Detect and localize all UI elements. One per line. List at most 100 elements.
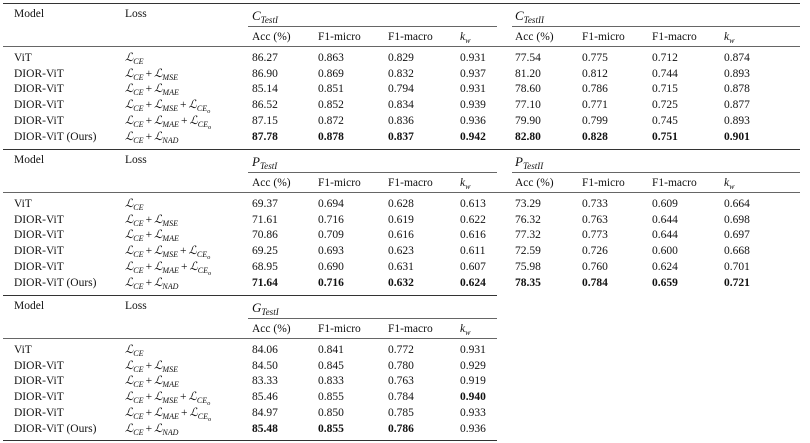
cell: 87.15 <box>252 114 278 128</box>
cell-value: 0.893 <box>724 67 750 80</box>
cell-value: 83.33 <box>252 375 278 388</box>
operator: + <box>145 422 153 435</box>
cell-value: 0.616 <box>388 229 414 242</box>
cell: 85.48 <box>252 422 278 436</box>
rule <box>3 149 800 150</box>
cell: 0.863 <box>318 51 344 65</box>
loss-term-sub: CE <box>133 380 143 389</box>
loss-term: ℒ <box>125 99 134 112</box>
rule <box>3 3 800 4</box>
column-header: kw <box>724 176 734 191</box>
cell-value: 75.98 <box>515 260 541 273</box>
cell-value: 0.893 <box>724 114 750 127</box>
cell: 0.852 <box>318 98 344 112</box>
cell: 0.624 <box>652 260 678 274</box>
loss-term-sub: MSE <box>162 365 178 374</box>
column-header: F1-micro <box>318 31 361 43</box>
loss-term-sub-text: CE <box>133 119 144 129</box>
cell: 86.27 <box>252 51 278 65</box>
cell-value: 71.64 <box>252 276 278 289</box>
loss-term-sub: CE <box>133 104 143 113</box>
loss: ℒCE + ℒMAE <box>125 374 179 389</box>
model-text: DIOR-ViT <box>14 114 64 127</box>
column-header-sub-text: w <box>465 36 471 45</box>
cell-value: 82.80 <box>515 130 541 143</box>
column-header: F1-micro <box>318 177 361 189</box>
loss-term: ℒ <box>189 406 198 419</box>
loss-term-sub-text: CE <box>196 250 208 260</box>
cell: 0.841 <box>318 343 344 357</box>
cell: 0.851 <box>318 82 344 96</box>
loss-term-sub: MAE <box>162 266 179 275</box>
column-header: F1-macro <box>388 322 433 336</box>
loss-term-sub-text: CE <box>133 218 144 228</box>
cell: 0.833 <box>318 374 344 388</box>
header-text: Model <box>14 154 45 166</box>
cell: 0.786 <box>388 422 414 436</box>
cell-value: 86.27 <box>252 52 278 64</box>
column-header: k <box>460 323 466 335</box>
cell-value: 0.726 <box>582 245 608 258</box>
model-text: DIOR-ViT <box>14 67 64 80</box>
cell: 85.46 <box>252 390 278 404</box>
column-header: Acc (%) <box>252 31 291 43</box>
column-header: F1-micro <box>318 323 361 335</box>
rule <box>3 46 800 47</box>
operator: + <box>145 130 153 143</box>
group-title: CTestII <box>515 9 544 25</box>
cell-value: 0.611 <box>460 245 486 258</box>
cell-value: 0.786 <box>582 83 608 96</box>
cell: 0.933 <box>460 406 486 420</box>
model-text: DIOR-ViT <box>14 229 64 242</box>
model-name: ViT <box>14 51 32 65</box>
loss-term-subsub-text: o <box>207 400 211 408</box>
model-name: DIOR-ViT <box>14 228 64 242</box>
cell: 0.668 <box>724 244 750 258</box>
cell: 0.616 <box>460 228 486 242</box>
cell-value: 0.940 <box>460 391 486 404</box>
cell-value: 0.733 <box>582 198 608 210</box>
model-name: ViT <box>14 343 32 357</box>
model-text: ViT <box>14 198 32 210</box>
cell: 69.37 <box>252 197 278 211</box>
model-text: DIOR-ViT <box>14 213 64 226</box>
column-header: k <box>460 31 466 43</box>
loss-term: ℒ <box>154 406 163 419</box>
cell: 0.940 <box>460 390 486 404</box>
loss-term-sub-text: CE <box>133 349 144 358</box>
rule <box>248 26 497 27</box>
cell-value: 0.931 <box>460 344 486 356</box>
model-text: DIOR-ViT <box>14 99 64 112</box>
group-title: G <box>252 300 262 315</box>
column-header: F1-micro <box>582 177 625 189</box>
loss-term-sub: CE <box>133 88 143 97</box>
rule <box>3 440 497 441</box>
operator: + <box>145 245 153 258</box>
model-text: ViT <box>14 344 32 356</box>
loss-term-sub-text: CE <box>133 281 144 291</box>
operator: + <box>180 406 188 419</box>
model-name: ViT <box>14 197 32 211</box>
column-header: kw <box>460 322 470 337</box>
column-header: k <box>724 31 730 43</box>
cell-value: 0.812 <box>582 67 608 80</box>
group-title-sub-text: TestI <box>261 307 279 317</box>
cell: 70.86 <box>252 228 278 242</box>
loss-term-sub: CE <box>133 136 143 145</box>
loss-term: ℒ <box>125 260 134 273</box>
cell-value: 85.48 <box>252 422 278 435</box>
cell: 0.931 <box>460 343 486 357</box>
column-header: F1-macro <box>388 323 433 335</box>
loss-term-sub-text: MAE <box>162 265 179 275</box>
cell: 0.745 <box>652 114 678 128</box>
loss-term-sub-text: NAD <box>162 427 179 437</box>
cell-value: 0.841 <box>318 344 344 356</box>
loss-term-sub: NAD <box>162 136 178 145</box>
group-title-sub: TestII <box>523 161 543 171</box>
cell-value: 0.939 <box>460 99 486 112</box>
loss-term-sub-text: MSE <box>162 72 179 82</box>
column-header: F1-macro <box>652 176 697 190</box>
cell-value: 0.878 <box>318 130 344 143</box>
rule <box>3 192 800 193</box>
cell-value: 0.877 <box>724 99 750 112</box>
